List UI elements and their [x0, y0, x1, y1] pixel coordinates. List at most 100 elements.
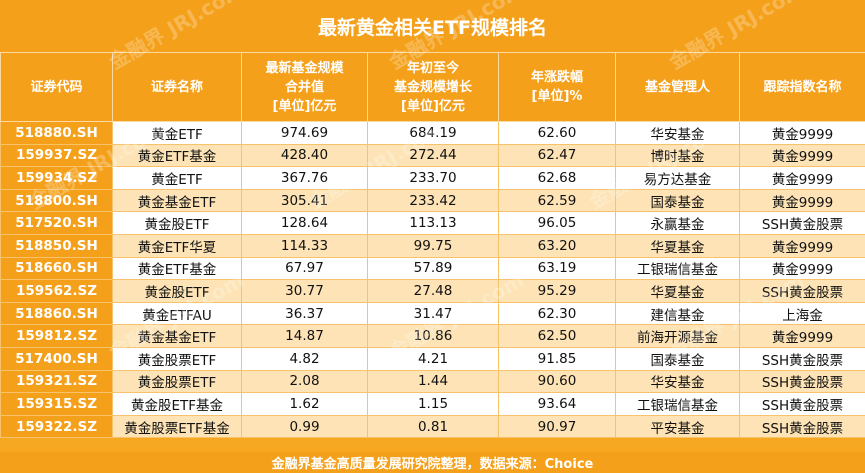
security-name-cell: 黄金股ETF [112, 279, 242, 303]
tracking-index-cell: SSH黄金股票 [739, 346, 865, 371]
header-line: 证券代码 [30, 79, 83, 95]
ytd-growth-cell: 4.21 [367, 346, 499, 371]
security-code-cell: 518860.SH [0, 301, 113, 326]
security-name-cell: 黄金ETF [112, 121, 242, 145]
annual-return-cell: 62.47 [498, 143, 616, 168]
ytd-growth-cell: 684.19 [367, 121, 499, 145]
tracking-index-cell: 黄金9999 [739, 121, 865, 145]
security-code-cell: 517520.SH [0, 211, 113, 235]
fund-manager-cell: 平安基金 [615, 414, 740, 439]
annual-return-cell: 62.30 [498, 301, 616, 326]
security-name-cell: 黄金ETF华夏 [112, 233, 242, 258]
ytd-growth-cell: 1.15 [367, 392, 499, 416]
table-row: 517520.SH 黄金股ETF 128.64 113.13 96.05 永赢基金 SSH黄… [0, 211, 865, 235]
header-line: [单位]亿元 [272, 98, 337, 114]
tracking-index-cell: 黄金9999 [739, 233, 865, 258]
fund-manager-cell: 国泰基金 [615, 346, 740, 371]
security-code-cell: 518660.SH [0, 256, 113, 281]
ytd-growth-cell: 10.86 [367, 324, 499, 348]
fund-manager-cell: 华夏基金 [615, 233, 740, 258]
fund-size-cell: 305.41 [241, 188, 368, 213]
header-line: [单位]% [531, 89, 583, 104]
source-footer: 金融界基金高质量发展研究院整理，数据来源：Choice [0, 452, 865, 473]
security-code-cell: 159934.SZ [0, 166, 113, 190]
tracking-index-cell: SSH黄金股票 [739, 211, 865, 235]
fund-size-cell: 114.33 [241, 233, 368, 258]
tracking-index-cell: 黄金9999 [739, 188, 865, 213]
table-row: 517400.SH 黄金股票ETF 4.82 4.21 91.85 国泰基金 SSH黄金股票 [0, 346, 865, 371]
security-name-cell: 黄金股票ETF [112, 369, 242, 394]
security-code-cell: 517400.SH [0, 346, 113, 371]
tracking-index-cell: 上海金 [739, 301, 865, 326]
ytd-growth-cell: 233.70 [367, 166, 499, 190]
security-name-cell: 黄金股ETF [112, 211, 242, 235]
table-body: 518880.SH 黄金ETF 974.69 684.19 62.60 华安基金 黄金999… [0, 121, 865, 439]
table-row: 518800.SH 黄金基金ETF 305.41 233.42 62.59 国泰基金 黄金9… [0, 188, 865, 213]
col-growth-header: 年初至今 基金规模增长 [单位]亿元 [367, 52, 499, 122]
security-code-cell: 159812.SZ [0, 324, 113, 348]
annual-return-cell: 63.20 [498, 233, 616, 258]
table-row: 159934.SZ 黄金ETF 367.76 233.70 62.68 易方达基金 黄金99… [0, 166, 865, 190]
header-line: 年涨跌幅 [530, 70, 583, 85]
table-title: 最新黄金相关ETF规模排名 [0, 0, 865, 52]
ytd-growth-cell: 272.44 [367, 143, 499, 168]
tracking-index-cell: SSH黄金股票 [739, 392, 865, 416]
table-row: 159812.SZ 黄金基金ETF 14.87 10.86 62.50 前海开源基金 黄金9… [0, 324, 865, 348]
fund-size-cell: 974.69 [241, 121, 368, 145]
tracking-index-cell: SSH黄金股票 [739, 279, 865, 303]
fund-manager-cell: 建信基金 [615, 301, 740, 326]
col-index-header: 跟踪指数名称 [739, 52, 865, 122]
table-row: 159315.SZ 黄金股ETF基金 1.62 1.15 93.64 工银瑞信基金 SSH黄… [0, 392, 865, 416]
header-line: 证券名称 [150, 79, 203, 95]
ytd-growth-cell: 1.44 [367, 369, 499, 394]
annual-return-cell: 62.68 [498, 166, 616, 190]
table-row: 518880.SH 黄金ETF 974.69 684.19 62.60 华安基金 黄金999… [0, 121, 865, 145]
col-aum-header: 最新基金规模 合并值 [单位]亿元 [241, 52, 368, 122]
security-code-cell: 518850.SH [0, 233, 113, 258]
ytd-growth-cell: 0.81 [367, 414, 499, 439]
ytd-growth-cell: 113.13 [367, 211, 499, 235]
fund-manager-cell: 华安基金 [615, 121, 740, 145]
fund-manager-cell: 永赢基金 [615, 211, 740, 235]
security-code-cell: 159315.SZ [0, 392, 113, 416]
fund-manager-cell: 前海开源基金 [615, 324, 740, 348]
security-name-cell: 黄金基金ETF [112, 188, 242, 213]
tracking-index-cell: 黄金9999 [739, 166, 865, 190]
fund-size-cell: 30.77 [241, 279, 368, 303]
col-manager-header: 基金管理人 [615, 52, 740, 122]
header-row: 证券代码 证券名称 最新基金规模 合并值 [单位]亿元 年初至今 基金规模增长 [单位]亿元 年… [0, 52, 865, 122]
col-name-header: 证券名称 [112, 52, 242, 122]
table-row: 518860.SH 黄金ETFAU 36.37 31.47 62.30 建信基金 上海金 [0, 301, 865, 326]
fund-manager-cell: 易方达基金 [615, 166, 740, 190]
fund-size-cell: 1.62 [241, 392, 368, 416]
tracking-index-cell: 黄金9999 [739, 324, 865, 348]
security-name-cell: 黄金ETF基金 [112, 143, 242, 168]
ytd-growth-cell: 31.47 [367, 301, 499, 326]
fund-manager-cell: 工银瑞信基金 [615, 256, 740, 281]
security-code-cell: 518880.SH [0, 121, 113, 145]
security-name-cell: 黄金股票ETF基金 [112, 414, 242, 439]
table-row: 159322.SZ 黄金股票ETF基金 0.99 0.81 90.97 平安基金 SSH黄金… [0, 414, 865, 439]
tracking-index-cell: 黄金9999 [739, 256, 865, 281]
fund-manager-cell: 博时基金 [615, 143, 740, 168]
annual-return-cell: 90.97 [498, 414, 616, 439]
fund-size-cell: 0.99 [241, 414, 368, 439]
fund-manager-cell: 工银瑞信基金 [615, 392, 740, 416]
security-code-cell: 159322.SZ [0, 414, 113, 439]
fund-size-cell: 367.76 [241, 166, 368, 190]
ytd-growth-cell: 233.42 [367, 188, 499, 213]
security-name-cell: 黄金ETFAU [112, 301, 242, 326]
annual-return-cell: 62.50 [498, 324, 616, 348]
header-line: [单位]亿元 [401, 98, 465, 114]
annual-return-cell: 91.85 [498, 346, 616, 371]
fund-manager-cell: 华安基金 [615, 369, 740, 394]
fund-manager-cell: 国泰基金 [615, 188, 740, 213]
ytd-growth-cell: 99.75 [367, 233, 499, 258]
annual-return-cell: 96.05 [498, 211, 616, 235]
annual-return-cell: 62.59 [498, 188, 616, 213]
table-row: 159321.SZ 黄金股票ETF 2.08 1.44 90.60 华安基金 SSH黄金股票 [0, 369, 865, 394]
annual-return-cell: 63.19 [498, 256, 616, 281]
table-row: 159562.SZ 黄金股ETF 30.77 27.48 95.29 华夏基金 SSH黄金股… [0, 279, 865, 303]
fund-size-cell: 428.40 [241, 143, 368, 168]
security-name-cell: 黄金基金ETF [112, 324, 242, 348]
